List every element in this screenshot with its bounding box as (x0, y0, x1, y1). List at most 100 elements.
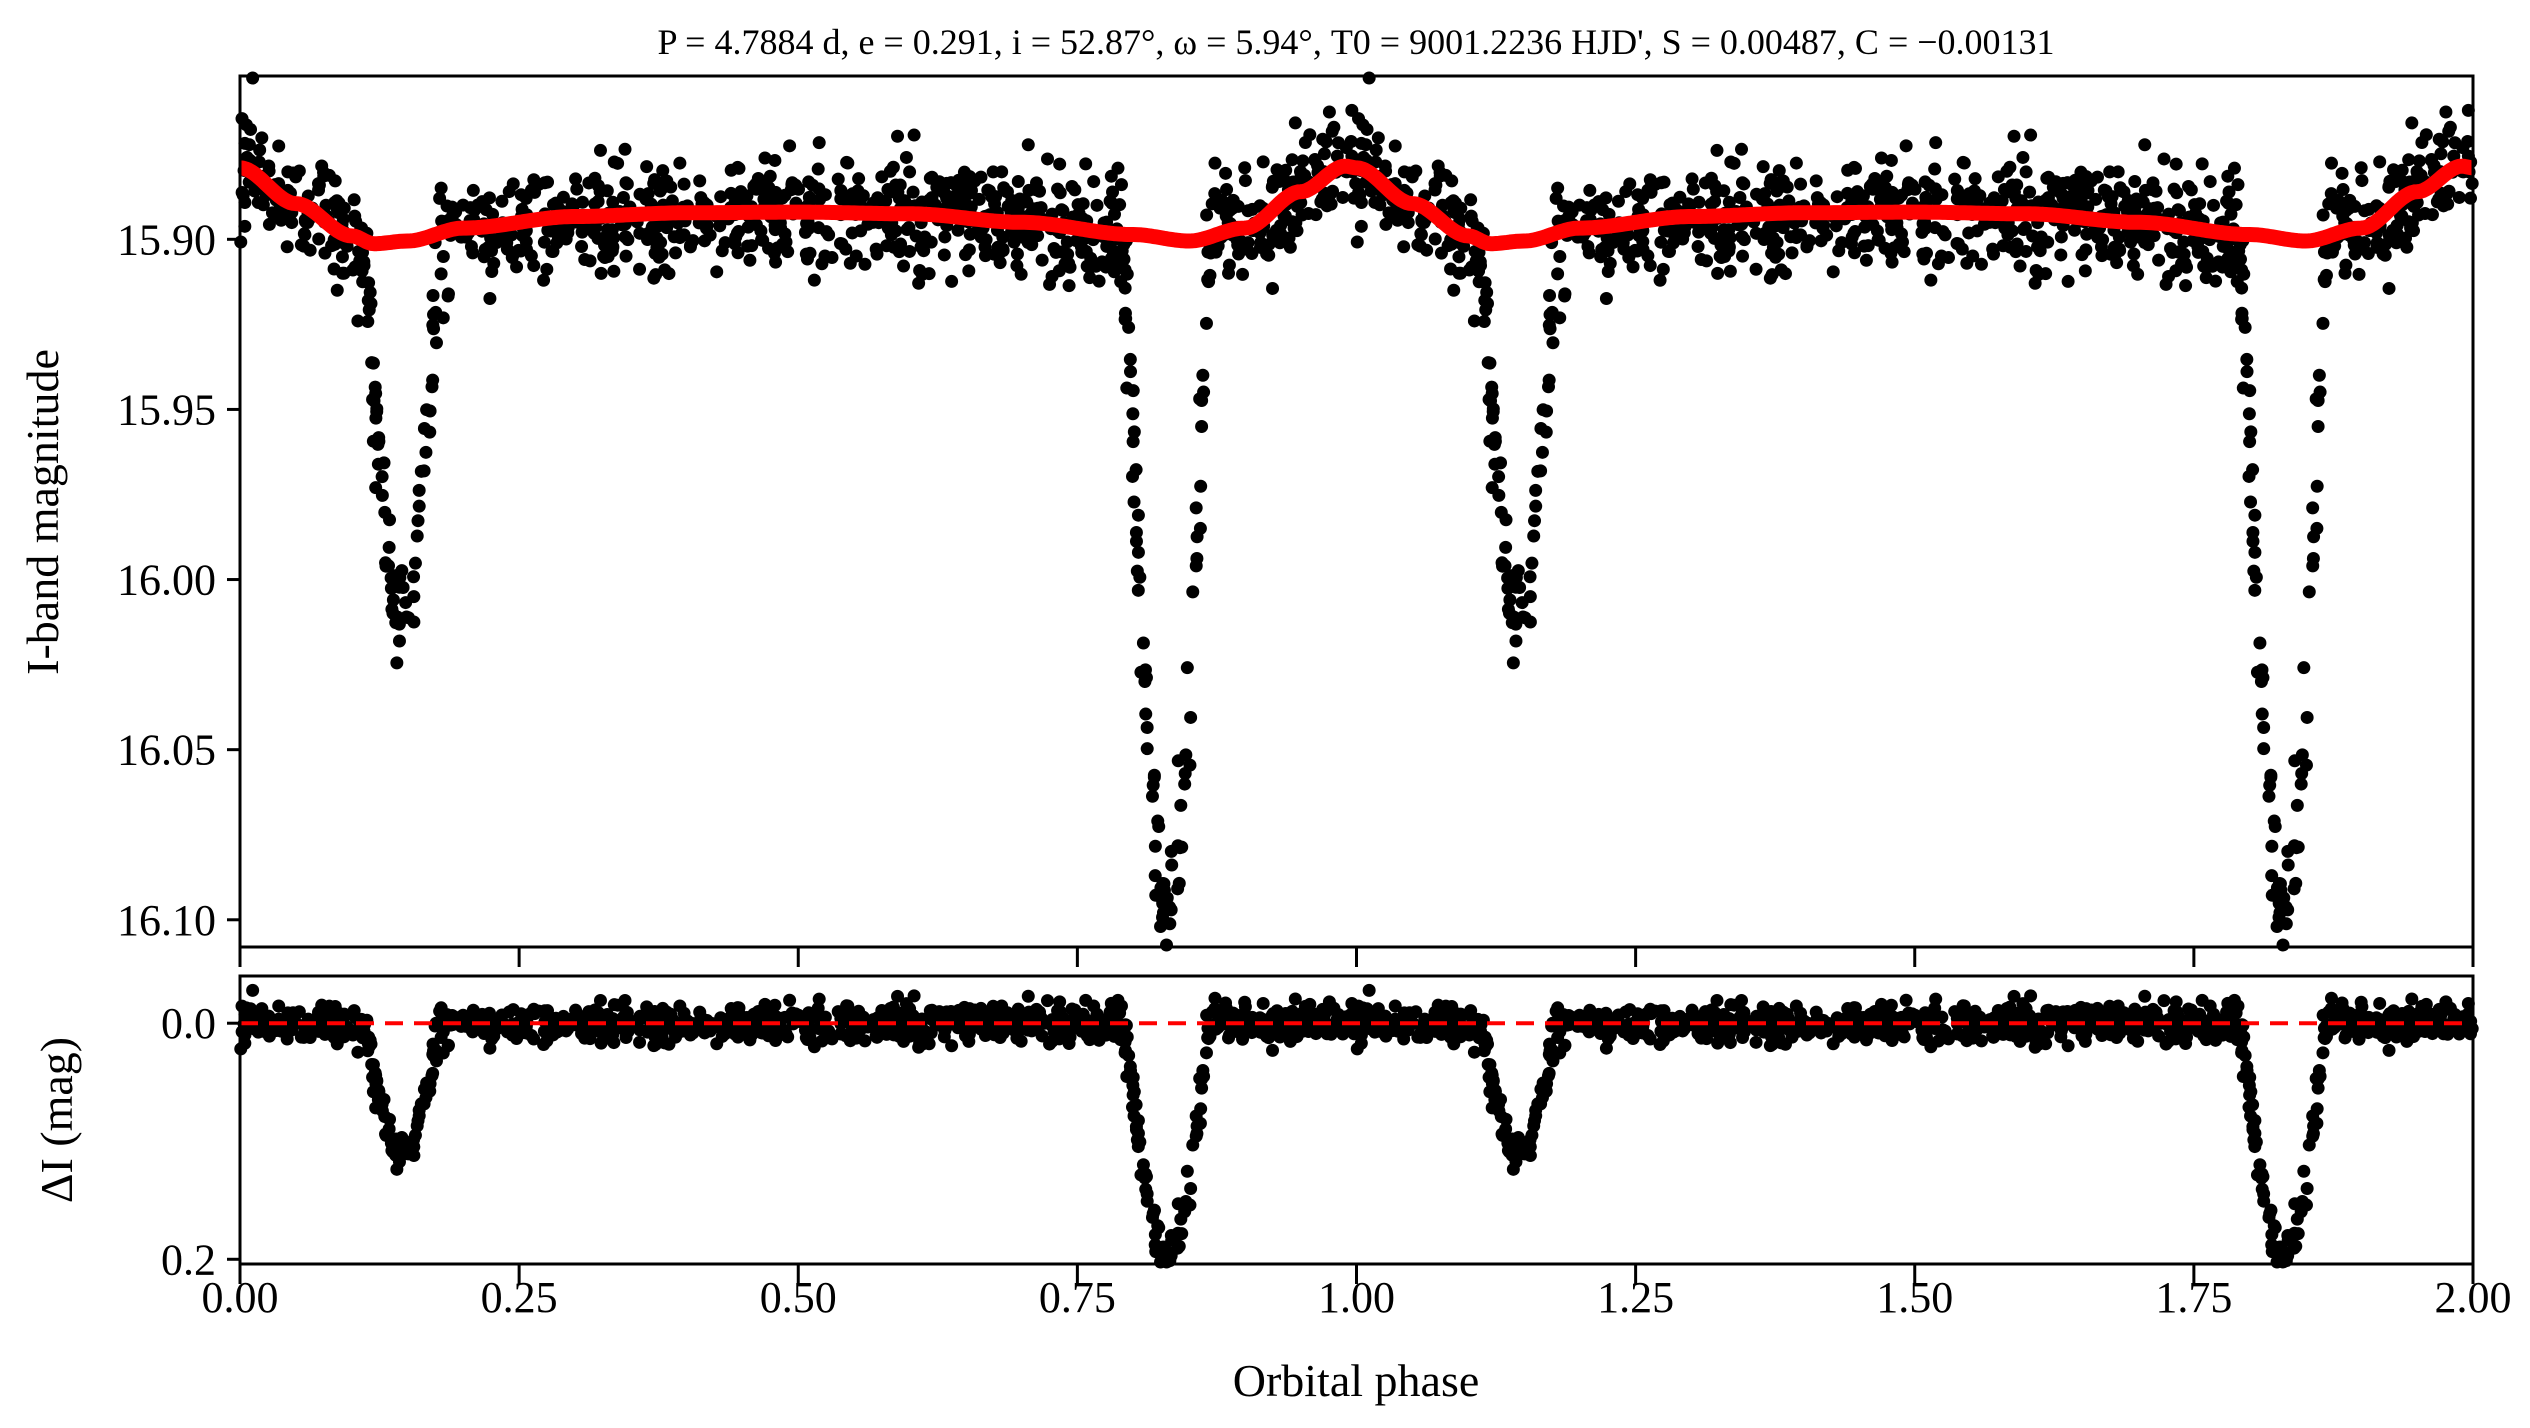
data-point (1892, 237, 1906, 251)
residual-point (2382, 1043, 2396, 1057)
residual-point (871, 1011, 885, 1025)
data-point (1873, 192, 1887, 206)
data-point (379, 556, 393, 570)
data-point (2302, 585, 2316, 599)
data-point (2448, 136, 2462, 150)
data-point (2068, 223, 2082, 237)
x-tick-label: 1.25 (1597, 1273, 1674, 1322)
data-point (1928, 221, 1942, 235)
residual-point (2243, 1088, 2257, 1102)
residual-point (912, 1040, 926, 1054)
residual-point (723, 1016, 737, 1030)
data-point (1163, 917, 1177, 931)
data-point (1062, 256, 1076, 270)
data-point (2109, 247, 2123, 261)
data-point (1124, 365, 1138, 379)
residual-point (1492, 1104, 1506, 1118)
data-point (962, 264, 976, 278)
data-point (1129, 534, 1143, 548)
data-point (2390, 227, 2404, 241)
data-point (2171, 203, 2185, 217)
data-point (1685, 172, 1699, 186)
data-point (1919, 246, 1933, 260)
data-point (2432, 132, 2446, 146)
data-point (769, 255, 783, 269)
data-point (1494, 456, 1508, 470)
data-point (1929, 193, 1943, 207)
data-point (1238, 174, 1252, 188)
data-point (667, 230, 681, 244)
data-point (479, 203, 493, 217)
data-point (1127, 495, 1141, 509)
residual-point (2236, 1070, 2250, 1084)
data-point (2257, 720, 2271, 734)
data-point (2316, 316, 2330, 330)
residual-point (1857, 1028, 1871, 1042)
data-point (802, 175, 816, 189)
data-point (423, 404, 437, 418)
residual-point (1388, 1012, 1402, 1026)
data-point (1710, 143, 1724, 157)
data-point (1369, 155, 1383, 169)
data-point (1068, 183, 1082, 197)
residual-point (2319, 1030, 2333, 1044)
data-point (2295, 748, 2309, 762)
data-point (2222, 185, 2236, 199)
data-point (349, 214, 363, 228)
x-tick-label: 0.25 (481, 1273, 558, 1322)
residual-point (1957, 999, 1971, 1013)
data-point (2078, 264, 2092, 278)
data-point (327, 262, 341, 276)
data-point (1986, 242, 2000, 256)
data-point (1648, 177, 1662, 191)
data-point (575, 240, 589, 254)
residual-point (1648, 1004, 1662, 1018)
data-point (2026, 229, 2040, 243)
residual-point (272, 999, 286, 1013)
residual-point (2113, 1004, 2127, 1018)
data-point (1756, 160, 1770, 174)
residual-point (906, 1009, 920, 1023)
data-point (812, 221, 826, 235)
data-point (252, 155, 266, 169)
residual-point (2203, 999, 2217, 1013)
residual-point (235, 1025, 249, 1039)
data-point (968, 174, 982, 188)
data-point (426, 288, 440, 302)
data-point (2382, 281, 2396, 295)
data-point (955, 197, 969, 211)
data-point (1928, 162, 1942, 176)
y-tick-label: 16.00 (117, 556, 216, 605)
data-point (2089, 192, 2103, 206)
data-point (1208, 156, 1222, 170)
data-point (1848, 161, 1862, 175)
data-point (2255, 663, 2269, 677)
residual-point (1778, 1037, 1792, 1051)
residual-point (281, 1006, 295, 1020)
data-point (2257, 742, 2271, 756)
data-point (803, 246, 817, 260)
residual-point (246, 983, 260, 997)
residual-point (849, 1031, 863, 1045)
residual-point (1129, 1123, 1143, 1137)
residual-point (834, 1017, 848, 1031)
residual-point (633, 1035, 647, 1049)
data-point (783, 139, 797, 153)
data-point (2127, 247, 2141, 261)
data-point (962, 243, 976, 257)
data-point (1104, 169, 1118, 183)
data-point (1737, 177, 1751, 191)
data-point (1722, 195, 1736, 209)
residual-point (368, 1066, 382, 1080)
data-point (1140, 720, 1154, 734)
residual-point (540, 1034, 554, 1048)
residual-point (783, 993, 797, 1007)
y-tick-label: 15.95 (117, 385, 216, 434)
x-tick-label: 0.00 (202, 1273, 279, 1322)
data-point (1184, 710, 1198, 724)
data-point (1256, 155, 1270, 169)
residual-point (2452, 1027, 2466, 1041)
data-point (1010, 247, 1024, 261)
data-point (483, 291, 497, 305)
data-point (813, 193, 827, 207)
